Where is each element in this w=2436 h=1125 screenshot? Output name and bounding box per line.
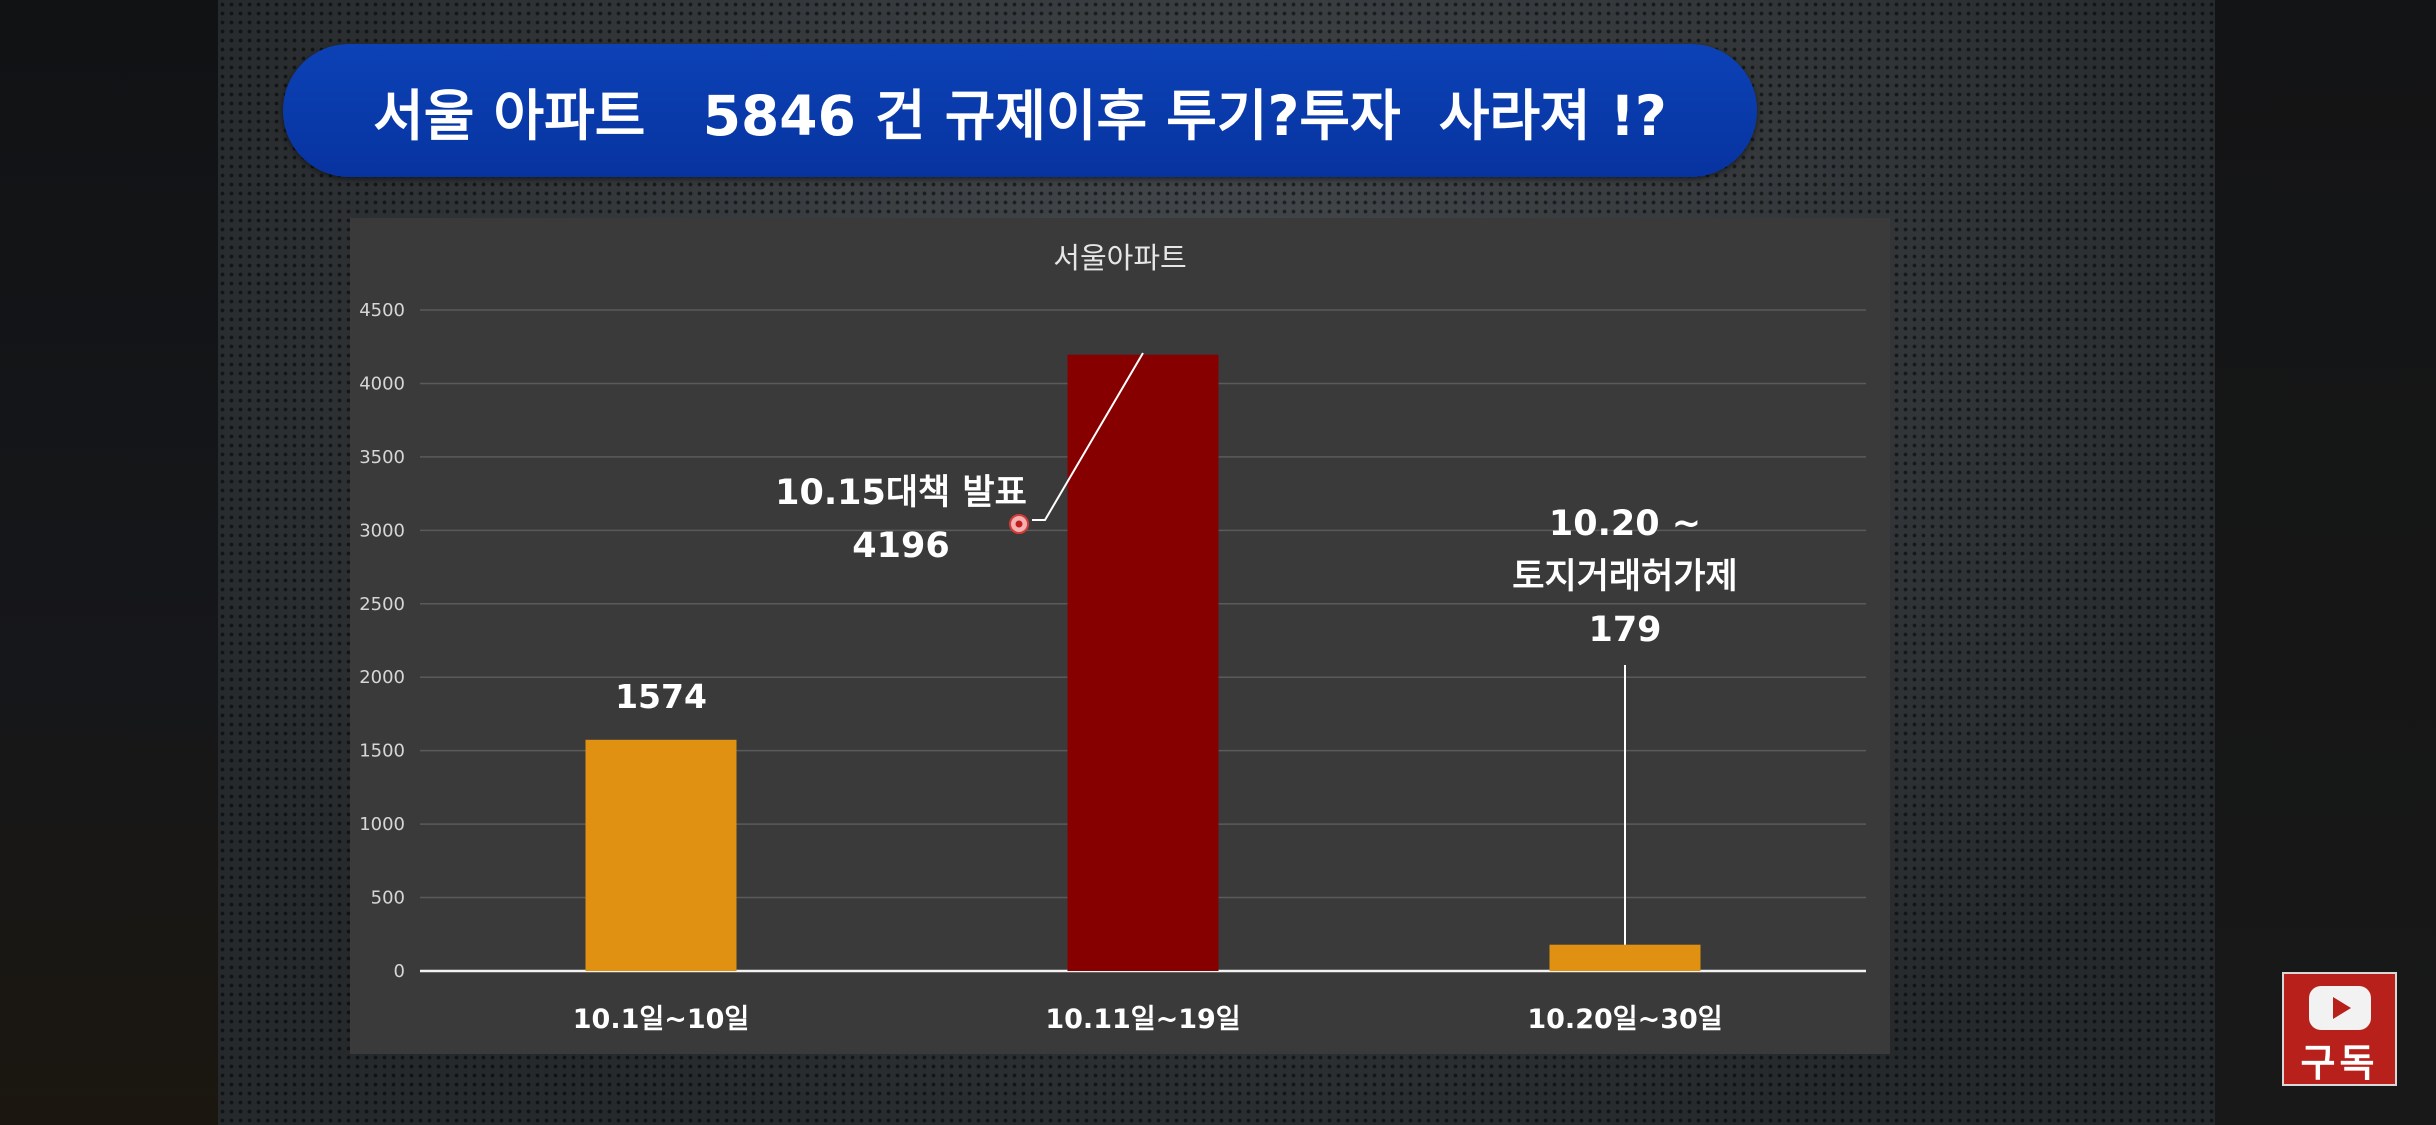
right-letterbox <box>2215 0 2436 1125</box>
data-label: 토지거래허가제 <box>1512 557 1737 597</box>
x-tick-label: 10.11일~19일 <box>1045 1004 1240 1035</box>
bars <box>585 354 1701 971</box>
x-tick-label: 10.1일~10일 <box>573 1004 750 1035</box>
chart-title: 서울아파트 <box>1053 241 1186 275</box>
cursor-marker <box>1009 514 1029 534</box>
x-tick-label: 10.20일~30일 <box>1527 1004 1722 1035</box>
y-tick-label: 3000 <box>359 520 405 541</box>
y-tick-label: 500 <box>371 888 405 909</box>
banner-title: 서울 아파트 5846 건 규제이후 투기?투자 사라져 !? <box>373 83 1667 148</box>
data-label: 10.20 ~ <box>1549 504 1701 544</box>
annotation-leader <box>1032 352 1144 521</box>
title-banner: 서울 아파트 5846 건 규제이후 투기?투자 사라져 !? <box>283 44 1757 177</box>
subscribe-button[interactable]: 구독 <box>2282 972 2397 1086</box>
data-label: 10.15대책 발표 <box>775 473 1027 513</box>
annotation-leaders <box>1032 352 1626 945</box>
annotations: 1574 10.15대책 발표 4196 10.20 ~ 토지거래허가제 179 <box>615 473 1738 716</box>
left-letterbox <box>0 0 218 1125</box>
y-tick-label: 0 <box>394 961 405 982</box>
y-tick-label: 1500 <box>359 741 405 762</box>
bar <box>1549 944 1701 971</box>
y-tick-label: 3500 <box>359 447 405 468</box>
chart-panel: 서울아파트 0 500 1000 1500 2000 2500 3000 3500 4000 45… <box>350 218 1890 1054</box>
data-label: 4196 <box>852 526 949 566</box>
y-tick-label: 1000 <box>359 814 405 835</box>
x-tick-labels: 10.1일~10일 10.11일~19일 10.20일~30일 <box>573 1004 1723 1035</box>
y-tick-labels: 0 500 1000 1500 2000 2500 3000 3500 4000 4500 <box>359 300 405 982</box>
bar-chart: 서울아파트 0 500 1000 1500 2000 2500 3000 3500 4000 45… <box>359 241 1866 1035</box>
y-tick-label: 2500 <box>359 594 405 615</box>
data-label: 179 <box>1588 610 1661 650</box>
youtube-play-icon <box>2309 986 2371 1030</box>
data-label: 1574 <box>615 677 707 716</box>
bar <box>585 739 737 971</box>
bar <box>1067 354 1219 971</box>
subscribe-label: 구독 <box>2300 1041 2379 1085</box>
y-tick-label: 4500 <box>359 300 405 321</box>
y-tick-label: 4000 <box>359 373 405 394</box>
y-tick-label: 2000 <box>359 667 405 688</box>
